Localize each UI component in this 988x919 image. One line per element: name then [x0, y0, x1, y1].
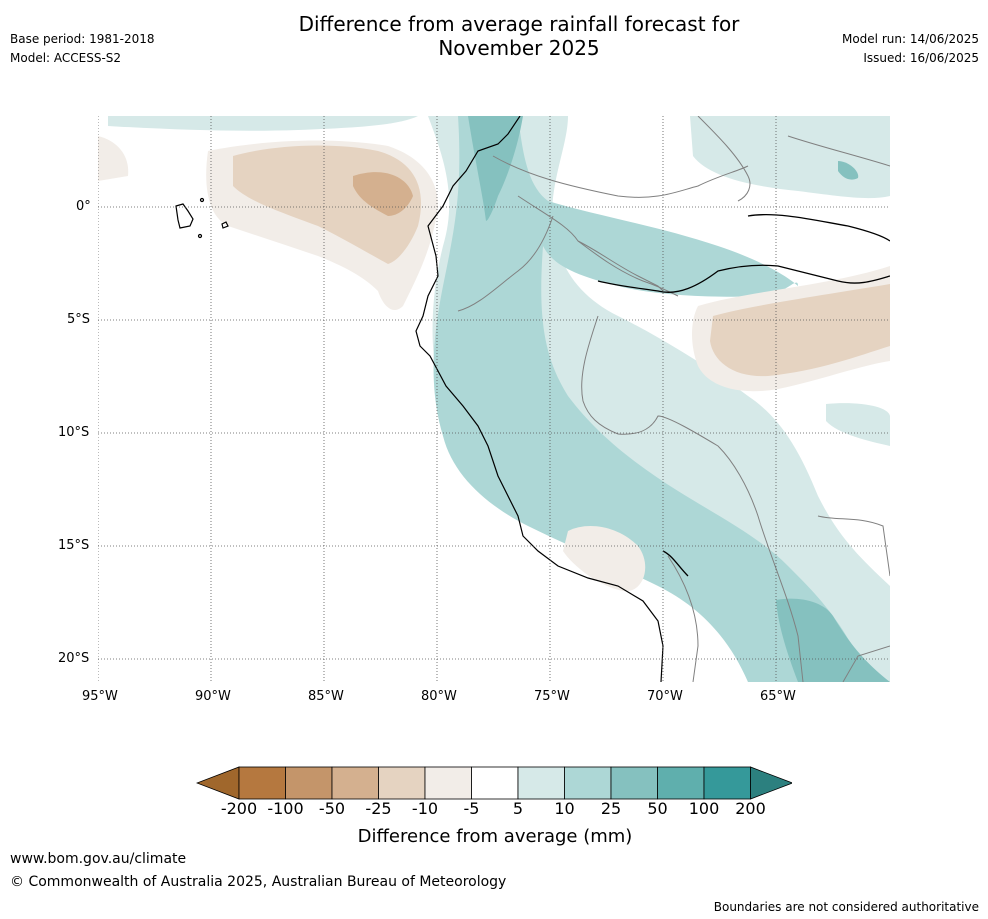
coastline — [415, 116, 664, 682]
colorbar-cell — [471, 766, 519, 800]
lat-label-10s: 10°S — [58, 425, 90, 440]
wet-region-dark-south — [776, 598, 890, 682]
colorbar-tick-label: 200 — [735, 799, 766, 818]
colorbar-label: Difference from average (mm) — [357, 826, 633, 847]
colorbar-cell — [517, 766, 565, 800]
wet-region-dark-east — [838, 161, 859, 180]
colorbar-tick-label: -25 — [365, 799, 392, 818]
lon-label-95w: 95°W — [82, 689, 118, 704]
colorbar-tick-label: 100 — [688, 799, 720, 818]
lon-label-90w: 90°W — [195, 689, 231, 704]
website-link[interactable]: www.bom.gov.au/climate — [10, 851, 187, 867]
lon-label-65w: 65°W — [760, 689, 796, 704]
colorbar-tick-label: -200 — [220, 799, 258, 818]
colorbar-tick-label: -10 — [411, 799, 439, 818]
colorbar-cell — [564, 766, 612, 800]
colorbar-cell — [703, 766, 751, 800]
lon-label-75w: 75°W — [534, 689, 570, 704]
page-title: Difference from average rainfall forecas… — [244, 12, 794, 60]
colorbar-extend-high — [750, 766, 794, 800]
wet-region-light-northeast — [690, 116, 890, 199]
title-line-2: November 2025 — [438, 36, 600, 60]
dry-region-medium-east — [710, 284, 890, 377]
colorbar-cell — [378, 766, 426, 800]
wet-region-medium-band — [433, 116, 868, 682]
colorbar-svg — [195, 766, 794, 800]
galapagos-islands — [175, 197, 229, 239]
country-boundaries — [457, 116, 890, 682]
colorbar-tick-label: -100 — [267, 799, 304, 818]
lon-label-80w: 80°W — [421, 689, 457, 704]
colorbar-extend-low — [195, 766, 240, 800]
dry-region-light-west — [98, 136, 129, 181]
lat-label-0: 0° — [76, 199, 91, 214]
base-period: Base period: 1981-2018 — [10, 32, 155, 46]
copyright-text: © Commonwealth of Australia 2025, Austra… — [10, 874, 507, 890]
lon-label-70w: 70°W — [647, 689, 683, 704]
colorbar-tick-label: 25 — [600, 799, 622, 818]
dry-region-light-south — [563, 526, 646, 592]
colorbar — [195, 766, 794, 800]
colorbar-cell — [610, 766, 658, 800]
gridlines — [98, 116, 890, 682]
model-run: Model run: 14/06/2025 — [841, 32, 979, 46]
lat-label-5s: 5°S — [67, 312, 91, 327]
rainfall-map — [98, 116, 890, 682]
river-lines — [597, 213, 890, 577]
lat-label-15s: 15°S — [58, 538, 90, 553]
colorbar-tick-label: 5 — [512, 799, 524, 818]
colorbar-tick-label: -50 — [318, 799, 346, 818]
colorbar-cell — [657, 766, 705, 800]
colorbar-cell — [285, 766, 333, 800]
wet-region-light-east — [826, 403, 890, 446]
map-svg — [98, 116, 890, 682]
dry-region-dark-ocean — [353, 172, 413, 216]
colorbar-cell — [424, 766, 472, 800]
disclaimer-text: Boundaries are not considered authoritat… — [713, 900, 979, 914]
wet-region-light-northwest — [108, 116, 418, 131]
issued-date: Issued: 16/06/2025 — [863, 51, 979, 65]
wet-region-dark-north — [468, 116, 523, 221]
title-line-1: Difference from average rainfall forecas… — [298, 12, 740, 36]
lat-label-20s: 20°S — [58, 651, 90, 666]
colorbar-tick-label: -5 — [463, 799, 480, 818]
colorbar-tick-label: 10 — [554, 799, 575, 818]
colorbar-cell — [331, 766, 379, 800]
model-name: Model: ACCESS-S2 — [10, 51, 122, 65]
lon-label-85w: 85°W — [308, 689, 344, 704]
colorbar-ticks: -200 -100 -50 -25 -10 -5 5 10 25 50 100 200 — [0, 799, 988, 823]
colorbar-cell — [238, 766, 286, 800]
colorbar-tick-label: 50 — [647, 799, 668, 818]
